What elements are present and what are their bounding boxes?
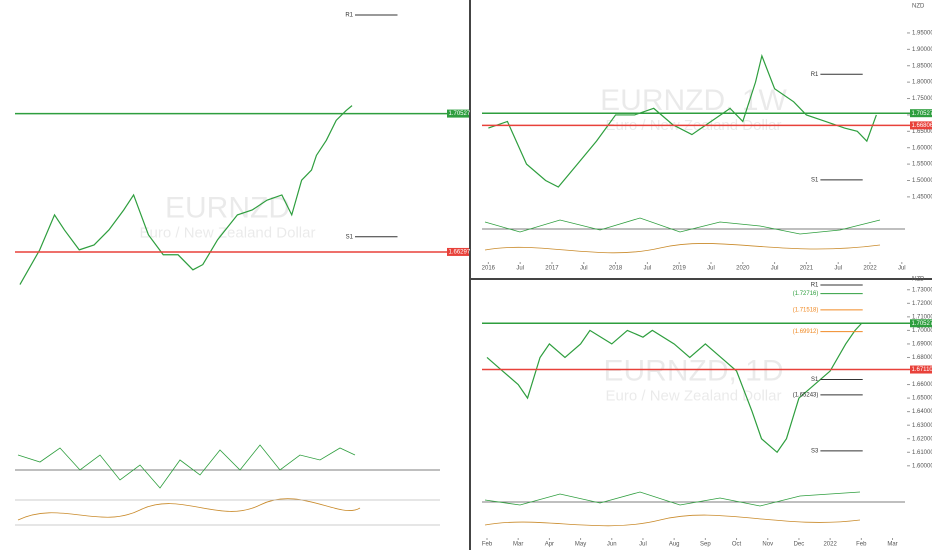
y-tick-label: 1.50000 [912,178,932,184]
price-line [19,105,353,285]
y-tick-label: 1.63000 [912,423,932,429]
x-tick-label: 2022 [823,542,837,548]
y-tick-label: 1.64000 [912,409,932,415]
price-tag-label: 1.70527 [912,321,932,327]
level-label: (1.72716) [793,291,819,297]
x-tick-label: Mar [887,542,897,548]
x-tick-label: Dec [794,542,805,548]
level-label: S3 [811,448,819,454]
watermark-title: EURNZD, 1W [600,84,787,117]
y-tick-label: 1.85000 [912,63,932,69]
level-label: S1 [346,234,354,240]
price-tag-label: 1.67110 [912,367,932,373]
x-tick-label: Feb [482,542,493,548]
x-tick-label: Jul [580,266,588,272]
x-tick-label: 2020 [736,266,750,272]
price-tag [910,109,932,118]
watermark-title: EURNZD [165,191,290,224]
y-tick-label: 1.68000 [912,355,932,361]
x-tick-label: Nov [762,542,773,548]
x-tick-label: Aug [669,542,680,548]
x-tick-label: Jul [898,266,906,272]
x-tick-label: Feb [856,542,867,548]
x-tick-label: Jul [516,266,524,272]
level-label: (1.69912) [793,329,819,335]
watermark-subtitle: Euro / New Zealand Dollar [140,224,316,241]
y-tick-label: 1.61000 [912,450,932,456]
x-tick-label: 2019 [673,266,687,272]
y-tick-label: 1.80000 [912,80,932,86]
price-tag-label: 1.66297 [449,250,471,256]
price-tag [910,121,932,130]
x-tick-label: 2022 [863,266,877,272]
y-tick-label: 1.73000 [912,287,932,293]
oscillator [17,444,356,489]
x-tick-label: 2016 [482,266,496,272]
x-tick-label: May [575,542,586,548]
oscillator [484,243,881,254]
axis-title: NZD [912,277,925,283]
level-label: S1 [811,177,819,183]
y-tick-label: 1.55000 [912,162,932,168]
y-tick-label: 1.65000 [912,129,932,135]
y-tick-label: 1.95000 [912,31,932,37]
level-label: R1 [811,283,819,289]
oscillator [484,491,861,507]
x-tick-label: Jul [707,266,715,272]
y-tick-label: 1.75000 [912,96,932,102]
price-tag [910,365,932,374]
y-tick-label: 1.45000 [912,194,932,200]
price-tag-label: 1.66806 [912,123,932,129]
x-tick-label: 2021 [800,266,814,272]
y-tick-label: 1.90000 [912,47,932,53]
y-tick-label: 1.62000 [912,436,932,442]
oscillator [17,498,361,521]
price-tag [447,247,469,256]
y-tick-label: 1.69000 [912,342,932,348]
watermark-title: EURNZD, 1D [603,354,783,387]
price-line [486,323,862,454]
indicators [15,217,905,527]
x-tick-label: Jul [639,542,647,548]
x-tick-label: Jul [834,266,842,272]
level-label: (1.71518) [793,307,819,313]
y-tick-label: 1.72000 [912,301,932,307]
x-tick-label: Oct [732,542,742,548]
y-tick-label: 1.71000 [912,314,932,320]
x-tick-label: 2018 [609,266,623,272]
price-tag [447,109,469,118]
price-line [488,53,877,188]
price-tag-label: 1.70527 [449,111,471,117]
level-label: R1 [811,72,819,78]
x-tick-label: Sep [700,542,711,548]
y-tick-label: 1.66000 [912,382,932,388]
oscillator [484,217,881,235]
y-tick-label: 1.70000 [912,328,932,334]
x-tick-label: Apr [545,542,554,548]
level-label: (1.65243) [793,392,819,398]
x-tick-label: Jun [607,542,617,548]
x-tick-label: Mar [513,542,523,548]
y-tick-label: 1.60000 [912,145,932,151]
price-tag-label: 1.70527 [912,111,932,117]
level-label: S1 [811,377,819,383]
oscillator [484,514,861,527]
level-label: R1 [345,13,353,19]
watermark-subtitle: Euro / New Zealand Dollar [606,387,782,404]
axis-title: NZD [912,4,925,10]
x-tick-label: 2017 [545,266,559,272]
x-tick-label: Jul [771,266,779,272]
y-tick-label: 1.65000 [912,396,932,402]
price-tag [910,319,932,328]
y-tick-label: 1.60000 [912,463,932,469]
x-tick-label: Jul [644,266,652,272]
